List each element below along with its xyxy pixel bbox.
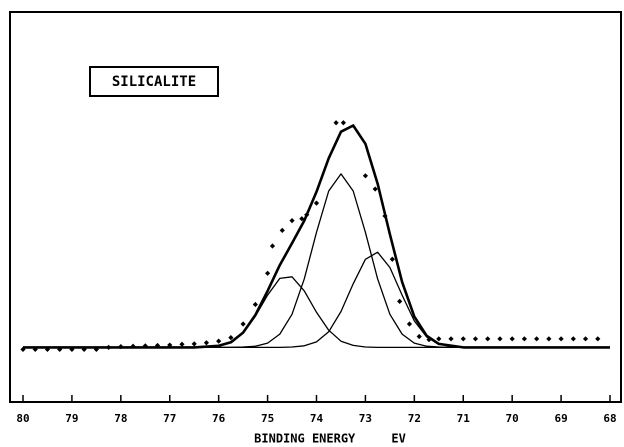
x-tick-label: 72 [408, 412, 421, 425]
x-axis-label: BINDING ENERGY EV [254, 432, 406, 446]
data-point [118, 344, 124, 350]
data-point [44, 346, 51, 352]
fit-curve [23, 276, 610, 349]
data-point [333, 120, 339, 126]
data-point [448, 336, 454, 342]
data-point [558, 336, 564, 342]
data-point [595, 336, 601, 342]
annotation-box [89, 66, 219, 97]
x-tick-label: 78 [114, 412, 127, 425]
data-point [313, 200, 320, 206]
data-point [240, 321, 246, 327]
data-point [389, 256, 395, 262]
data-point [32, 346, 38, 352]
data-point [497, 336, 503, 342]
annotation: SILICALITE [112, 74, 196, 90]
data-point [582, 336, 589, 342]
data-point [426, 337, 432, 343]
data-point [485, 336, 491, 342]
data-point [264, 270, 271, 276]
data-point [57, 346, 63, 352]
data-point [372, 186, 378, 192]
data-point [106, 344, 112, 350]
data-point [81, 346, 87, 352]
data-point [20, 346, 26, 352]
data-point [299, 216, 305, 222]
data-point [406, 321, 413, 327]
data-point [570, 336, 576, 342]
data-point [154, 342, 161, 349]
x-tick-label: 71 [457, 412, 471, 425]
fit-curve [23, 124, 610, 349]
data-point [216, 338, 222, 344]
data-point [269, 243, 276, 249]
data-point [436, 336, 442, 342]
data-point [546, 336, 552, 342]
x-tick-label: 79 [65, 412, 78, 425]
x-tick-label: 74 [310, 412, 324, 425]
data-point [509, 336, 515, 342]
data-point [289, 218, 295, 224]
data-point [472, 336, 479, 342]
x-tick-label: 80 [16, 412, 29, 425]
data-point [521, 336, 527, 342]
data-point [397, 298, 403, 304]
data-point [340, 120, 347, 126]
fit-curve [23, 251, 610, 349]
x-tick-label: 76 [212, 412, 226, 425]
data-point [460, 336, 466, 342]
x-tick-label: 70 [506, 412, 519, 425]
x-tick-label: 75 [261, 412, 274, 425]
data-point [179, 341, 185, 347]
data-point [382, 213, 388, 219]
data-point [534, 336, 540, 342]
data-point [191, 341, 197, 347]
data-point [167, 342, 173, 348]
x-tick-label: 73 [359, 412, 372, 425]
data-point [203, 340, 210, 346]
data-point [362, 173, 369, 179]
data-point [252, 301, 258, 308]
data-point [304, 212, 310, 218]
x-tick-label: 69 [554, 412, 567, 425]
x-tick-label: 77 [163, 412, 176, 425]
data-point [228, 335, 234, 341]
data-point [69, 346, 75, 352]
fit-curve [23, 173, 610, 349]
data-point [279, 227, 285, 233]
data-point [130, 343, 136, 349]
data-point [142, 343, 148, 349]
plot-frame [9, 11, 622, 403]
x-tick-label: 68 [603, 412, 616, 425]
data-point [93, 346, 99, 352]
data-point [416, 333, 422, 340]
